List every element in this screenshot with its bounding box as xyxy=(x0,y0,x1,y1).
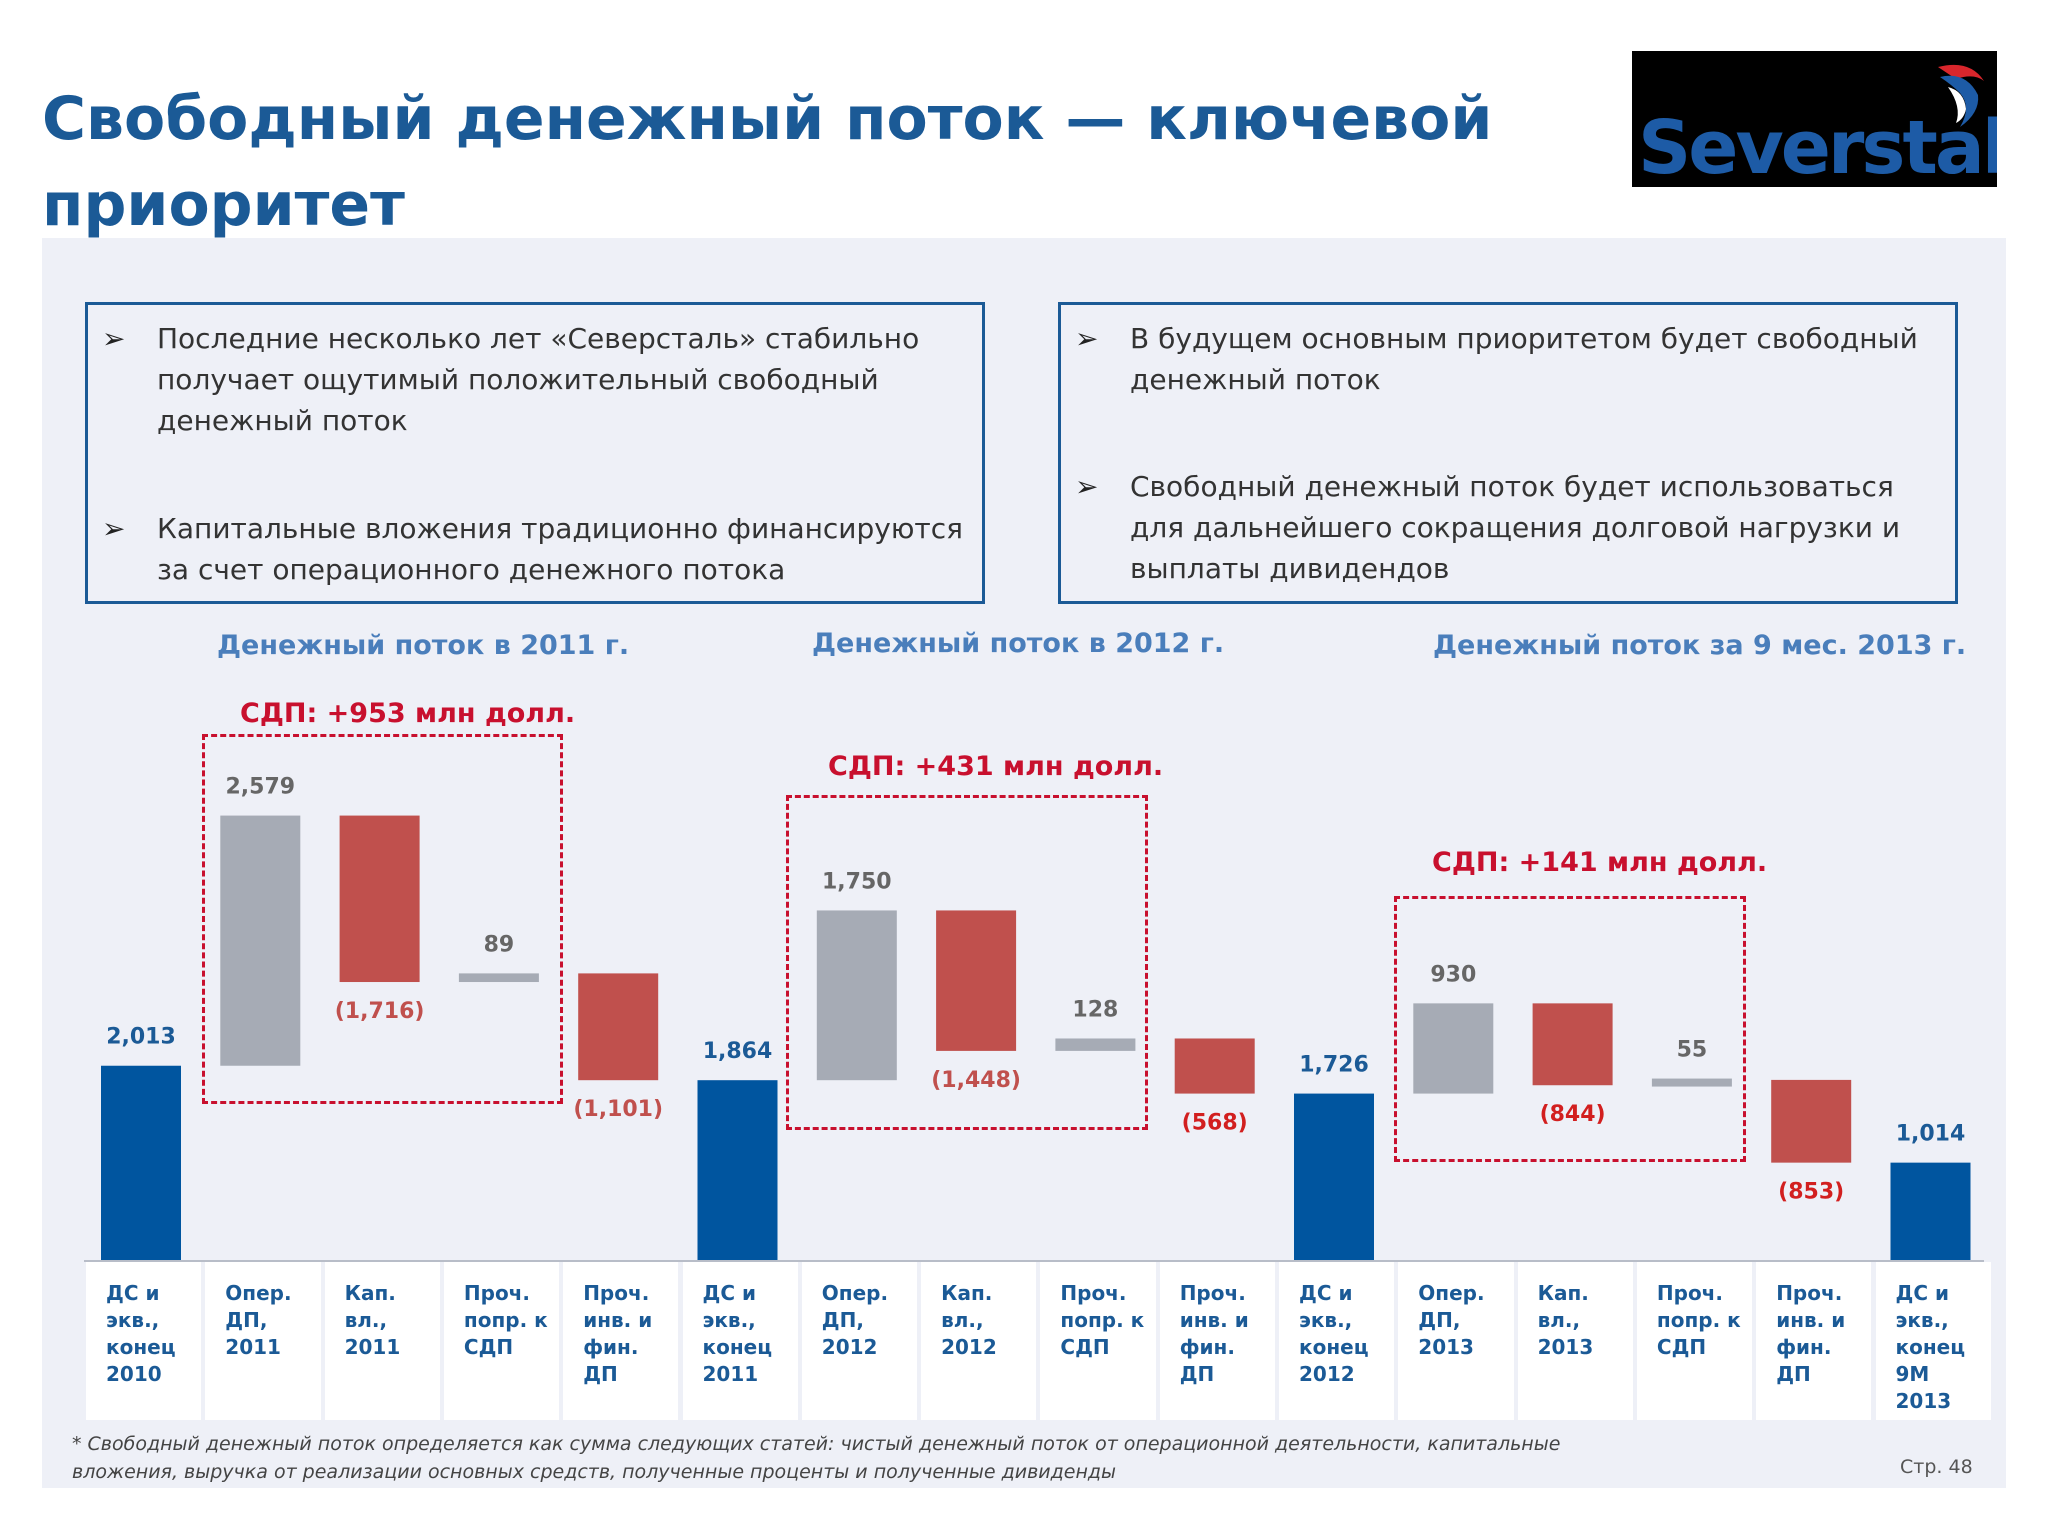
bar-value-label: 930 xyxy=(1430,962,1476,987)
category-label: Проч. инв. и фин. ДП xyxy=(563,1262,679,1420)
bullet-arrow-icon: ➢ xyxy=(102,512,126,545)
bar-total-15 xyxy=(1890,1162,1971,1261)
bar-value-label: (1,448) xyxy=(931,1068,1021,1093)
category-label: ДС и экв., конец 2011 xyxy=(682,1262,798,1420)
category-axis: ДС и экв., конец 2010 Опер. ДП, 2011 Кап. … xyxy=(84,1262,2000,1420)
category-label: Опер. ДП, 2011 xyxy=(205,1262,321,1420)
sdp-label-2011: СДП: +953 млн долл. xyxy=(240,698,576,729)
page-title: Свободный денежный поток — ключевой прио… xyxy=(42,84,1493,240)
sdp-highlight-2011 xyxy=(202,734,563,1104)
bar-adjust-13 xyxy=(1651,1078,1732,1087)
bar-total-5 xyxy=(697,1080,778,1261)
right-bullet-2: Свободный денежный поток будет использов… xyxy=(1130,470,1901,585)
section-title-2012: Денежный поток в 2012 г. xyxy=(812,628,1225,659)
category-label: Проч. инв. и фин. ДП xyxy=(1159,1262,1275,1420)
category-label: Кап. вл., 2011 xyxy=(324,1262,440,1420)
bar-value-label: 1,864 xyxy=(703,1039,773,1064)
category-label: ДС и экв., конец 2012 xyxy=(1279,1262,1395,1420)
section-title-2013: Денежный поток за 9 мес. 2013 г. xyxy=(1433,630,1967,661)
footnote: * Свободный денежный поток определяется … xyxy=(72,1433,1561,1483)
bullet-arrow-icon: ➢ xyxy=(102,322,126,355)
bullet-arrow-icon: ➢ xyxy=(1075,322,1099,355)
bar-value-label: 1,750 xyxy=(822,869,892,894)
severstal-swoosh-icon xyxy=(1938,64,1984,127)
bar-adjust-8 xyxy=(1055,1038,1136,1051)
bullet-arrow-icon: ➢ xyxy=(1075,470,1099,503)
left-bullet-1: Последние несколько лет «Северсталь» ста… xyxy=(157,322,920,437)
category-label: Кап. вл., 2013 xyxy=(1517,1262,1633,1420)
company-logo: Severstal xyxy=(1632,51,1997,187)
right-bullet-1: В будущем основным приоритетом будет сво… xyxy=(1130,322,1918,396)
left-info-box xyxy=(85,302,985,604)
bar-value-label: (1,101) xyxy=(573,1097,663,1122)
bar-outflow-2 xyxy=(339,815,420,983)
bar-outflow-9 xyxy=(1174,1038,1255,1094)
bar-value-label: 89 xyxy=(484,932,515,957)
sdp-label-2013: СДП: +141 млн долл. xyxy=(1432,847,1768,878)
category-label: ДС и экв., конец 9М 2013 xyxy=(1875,1262,1991,1420)
bar-value-label: 55 xyxy=(1677,1038,1708,1063)
bar-inflow-6 xyxy=(816,910,897,1081)
sdp-label-2012: СДП: +431 млн долл. xyxy=(828,751,1164,782)
page-number: Стр. 48 xyxy=(1900,1456,1973,1478)
category-label: Проч. инв. и фин. ДП xyxy=(1756,1262,1872,1420)
chart-bar-labels: 2,013 2,579 (1,716) 89 (1,101) 1,864 1,750 (1,4… xyxy=(106,775,1965,1205)
category-label: Опер. ДП, 2013 xyxy=(1398,1262,1514,1420)
right-info-box xyxy=(1058,302,1958,604)
bar-value-label: 128 xyxy=(1072,997,1118,1022)
category-label: ДС и экв., конец 2010 xyxy=(86,1262,202,1420)
bar-value-label: (568) xyxy=(1182,1111,1248,1136)
logo-text: Severstal xyxy=(1638,105,1997,187)
bar-adjust-3 xyxy=(458,973,539,983)
category-label: Проч. попр. к СДП xyxy=(1040,1262,1156,1420)
bar-value-label: 2,579 xyxy=(226,775,296,800)
category-label: Опер. ДП, 2012 xyxy=(801,1262,918,1420)
bar-value-label: 1,726 xyxy=(1299,1053,1369,1078)
bar-value-label: 2,013 xyxy=(106,1025,176,1050)
chart-bars xyxy=(101,815,1971,1261)
category-label: Кап. вл., 2012 xyxy=(921,1262,1037,1420)
category-label: Проч. попр. к СДП xyxy=(443,1262,560,1420)
bar-outflow-12 xyxy=(1532,1003,1613,1086)
bar-value-label: (853) xyxy=(1778,1180,1844,1205)
bar-outflow-4 xyxy=(578,973,659,1081)
sdp-highlight-2012 xyxy=(786,795,1148,1130)
bar-inflow-1 xyxy=(220,815,301,1066)
bar-value-label: (1,716) xyxy=(335,999,425,1024)
category-label: Проч. попр. к СДП xyxy=(1636,1262,1753,1420)
bar-total-0 xyxy=(101,1065,181,1261)
sdp-highlight-2013 xyxy=(1394,896,1746,1162)
section-title-2011: Денежный поток в 2011 г. xyxy=(217,630,630,661)
bar-value-label: (844) xyxy=(1540,1102,1606,1127)
bar-outflow-14 xyxy=(1771,1079,1852,1163)
bar-outflow-7 xyxy=(936,910,1017,1051)
bar-inflow-11 xyxy=(1413,1003,1494,1094)
bar-value-label: 1,014 xyxy=(1896,1122,1966,1147)
bar-total-10 xyxy=(1294,1093,1374,1261)
left-bullet-2: Капитальные вложения традиционно финанси… xyxy=(157,512,963,586)
